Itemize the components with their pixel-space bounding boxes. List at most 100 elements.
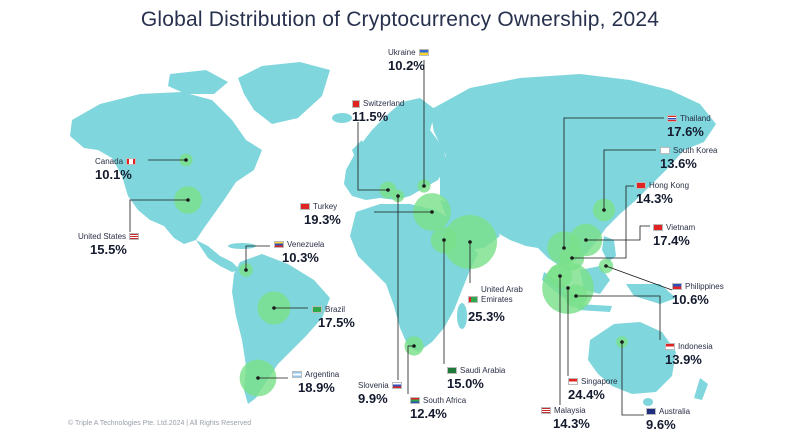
country-value: 11.5% <box>352 109 389 124</box>
leader-line-venezuela <box>245 245 270 270</box>
country-name: Singapore <box>581 377 618 386</box>
marker-ukraine <box>422 184 426 188</box>
label-venezuela: Venezuela 10.3% <box>274 240 324 265</box>
new-guinea-landmass <box>626 284 676 304</box>
malaysia-flag-icon <box>541 407 551 415</box>
uae-flag-icon <box>468 296 478 304</box>
label-hong-kong: Hong Kong 14.3% <box>636 181 689 206</box>
leader-lines <box>129 60 673 416</box>
marker-switzerland <box>386 188 390 192</box>
country-name: United States <box>78 232 127 241</box>
asia-landmass <box>430 74 716 266</box>
label-brazil: Brazil 17.5% <box>312 305 355 330</box>
marker-singapore <box>566 286 570 290</box>
leader-line-philippines <box>605 265 673 291</box>
country-name: Argentina <box>305 370 340 379</box>
country-name: Thailand <box>680 114 711 123</box>
leader-line-south-africa <box>407 345 414 394</box>
country-value: 15.0% <box>447 376 484 391</box>
marker-united-arab-emirates <box>468 240 472 244</box>
country-value: 19.3% <box>304 212 341 227</box>
leader-line-australia <box>621 342 644 416</box>
new-zealand-landmass <box>694 378 708 400</box>
country-name: Philippines <box>685 282 724 291</box>
country-value: 9.9% <box>358 391 388 406</box>
label-australia: Australia 9.6% <box>646 407 690 432</box>
saudi-arabia-flag-icon <box>447 367 457 375</box>
marker-australia <box>620 340 624 344</box>
label-vietnam: Vietnam 17.4% <box>653 223 695 248</box>
country-name: South Korea <box>673 146 718 155</box>
country-value: 13.9% <box>665 352 702 367</box>
marker-vietnam <box>584 238 588 242</box>
country-name: Slovenia <box>358 381 389 390</box>
greenland-landmass <box>238 62 330 124</box>
marker-indonesia <box>574 294 578 298</box>
leader-line-hong-kong <box>572 185 634 259</box>
label-thailand: Thailand 17.6% <box>667 114 711 139</box>
venezuela-flag-icon <box>274 241 284 249</box>
country-value: 17.4% <box>653 233 690 248</box>
turkey-flag-icon <box>300 203 310 211</box>
hong-kong-flag-icon <box>636 182 646 190</box>
label-slovenia: Slovenia 9.9% <box>358 381 405 406</box>
label-argentina: Argentina 18.9% <box>292 370 339 395</box>
country-value: 14.3% <box>553 416 590 431</box>
country-value: 10.2% <box>388 58 425 73</box>
usa-flag-icon <box>129 233 140 241</box>
label-south-korea: South Korea 13.6% <box>660 146 717 171</box>
country-value: 17.6% <box>667 124 704 139</box>
country-name: Indonesia <box>678 342 713 351</box>
country-value: 10.3% <box>282 250 319 265</box>
label-united-states: United States 15.5% <box>78 232 142 257</box>
caribbean-landmass <box>228 243 256 249</box>
philippines-flag-icon <box>672 283 682 291</box>
country-value: 10.6% <box>672 292 709 307</box>
canada-flag-icon <box>126 158 137 166</box>
slovenia-flag-icon <box>391 382 402 390</box>
vietnam-flag-icon <box>653 224 663 232</box>
label-singapore: Singapore 24.4% <box>568 377 617 402</box>
label-indonesia: Indonesia 13.9% <box>665 342 713 367</box>
label-uae: United Arab Emirates 25.3% <box>468 285 548 324</box>
country-name: Switzerland <box>363 99 405 108</box>
label-saudi-arabia: Saudi Arabia 15.0% <box>447 366 505 391</box>
south-korea-flag-icon <box>660 147 670 155</box>
marker-united-states <box>186 198 190 202</box>
marker-saudi-arabia <box>442 238 446 242</box>
label-canada: Canada 10.1% <box>95 157 139 182</box>
tasmania-landmass <box>643 398 653 406</box>
country-name: Brazil <box>325 305 346 314</box>
country-value: 9.6% <box>646 417 676 432</box>
country-name: Turkey <box>313 202 338 211</box>
label-turkey: Turkey 19.3% <box>300 202 341 227</box>
country-value: 10.1% <box>95 167 132 182</box>
country-name: Hong Kong <box>649 181 690 190</box>
country-name: Saudi Arabia <box>460 366 506 375</box>
thailand-flag-icon <box>667 115 677 123</box>
country-value: 24.4% <box>568 387 605 402</box>
leader-line-indonesia <box>576 295 661 340</box>
country-name: Vietnam <box>666 223 696 232</box>
marker-brazil <box>272 306 276 310</box>
country-name: Malaysia <box>554 406 586 415</box>
label-malaysia: Malaysia 14.3% <box>541 406 590 431</box>
leader-line-south-korea <box>603 149 656 210</box>
country-name: South Africa <box>423 396 467 405</box>
country-markers <box>184 158 624 380</box>
australia-flag-icon <box>646 408 656 416</box>
country-name: Australia <box>659 407 691 416</box>
indonesia-flag-icon <box>665 343 675 351</box>
country-value: 14.3% <box>636 191 673 206</box>
leader-line-switzerland <box>357 122 388 191</box>
country-value: 12.4% <box>410 406 447 421</box>
brazil-flag-icon <box>312 306 322 314</box>
australia-landmass <box>588 322 676 394</box>
country-value: 25.3% <box>468 309 505 324</box>
marker-hong-kong <box>570 256 574 260</box>
marker-philippines <box>604 264 608 268</box>
marker-argentina <box>256 376 260 380</box>
country-name: Venezuela <box>287 240 325 249</box>
